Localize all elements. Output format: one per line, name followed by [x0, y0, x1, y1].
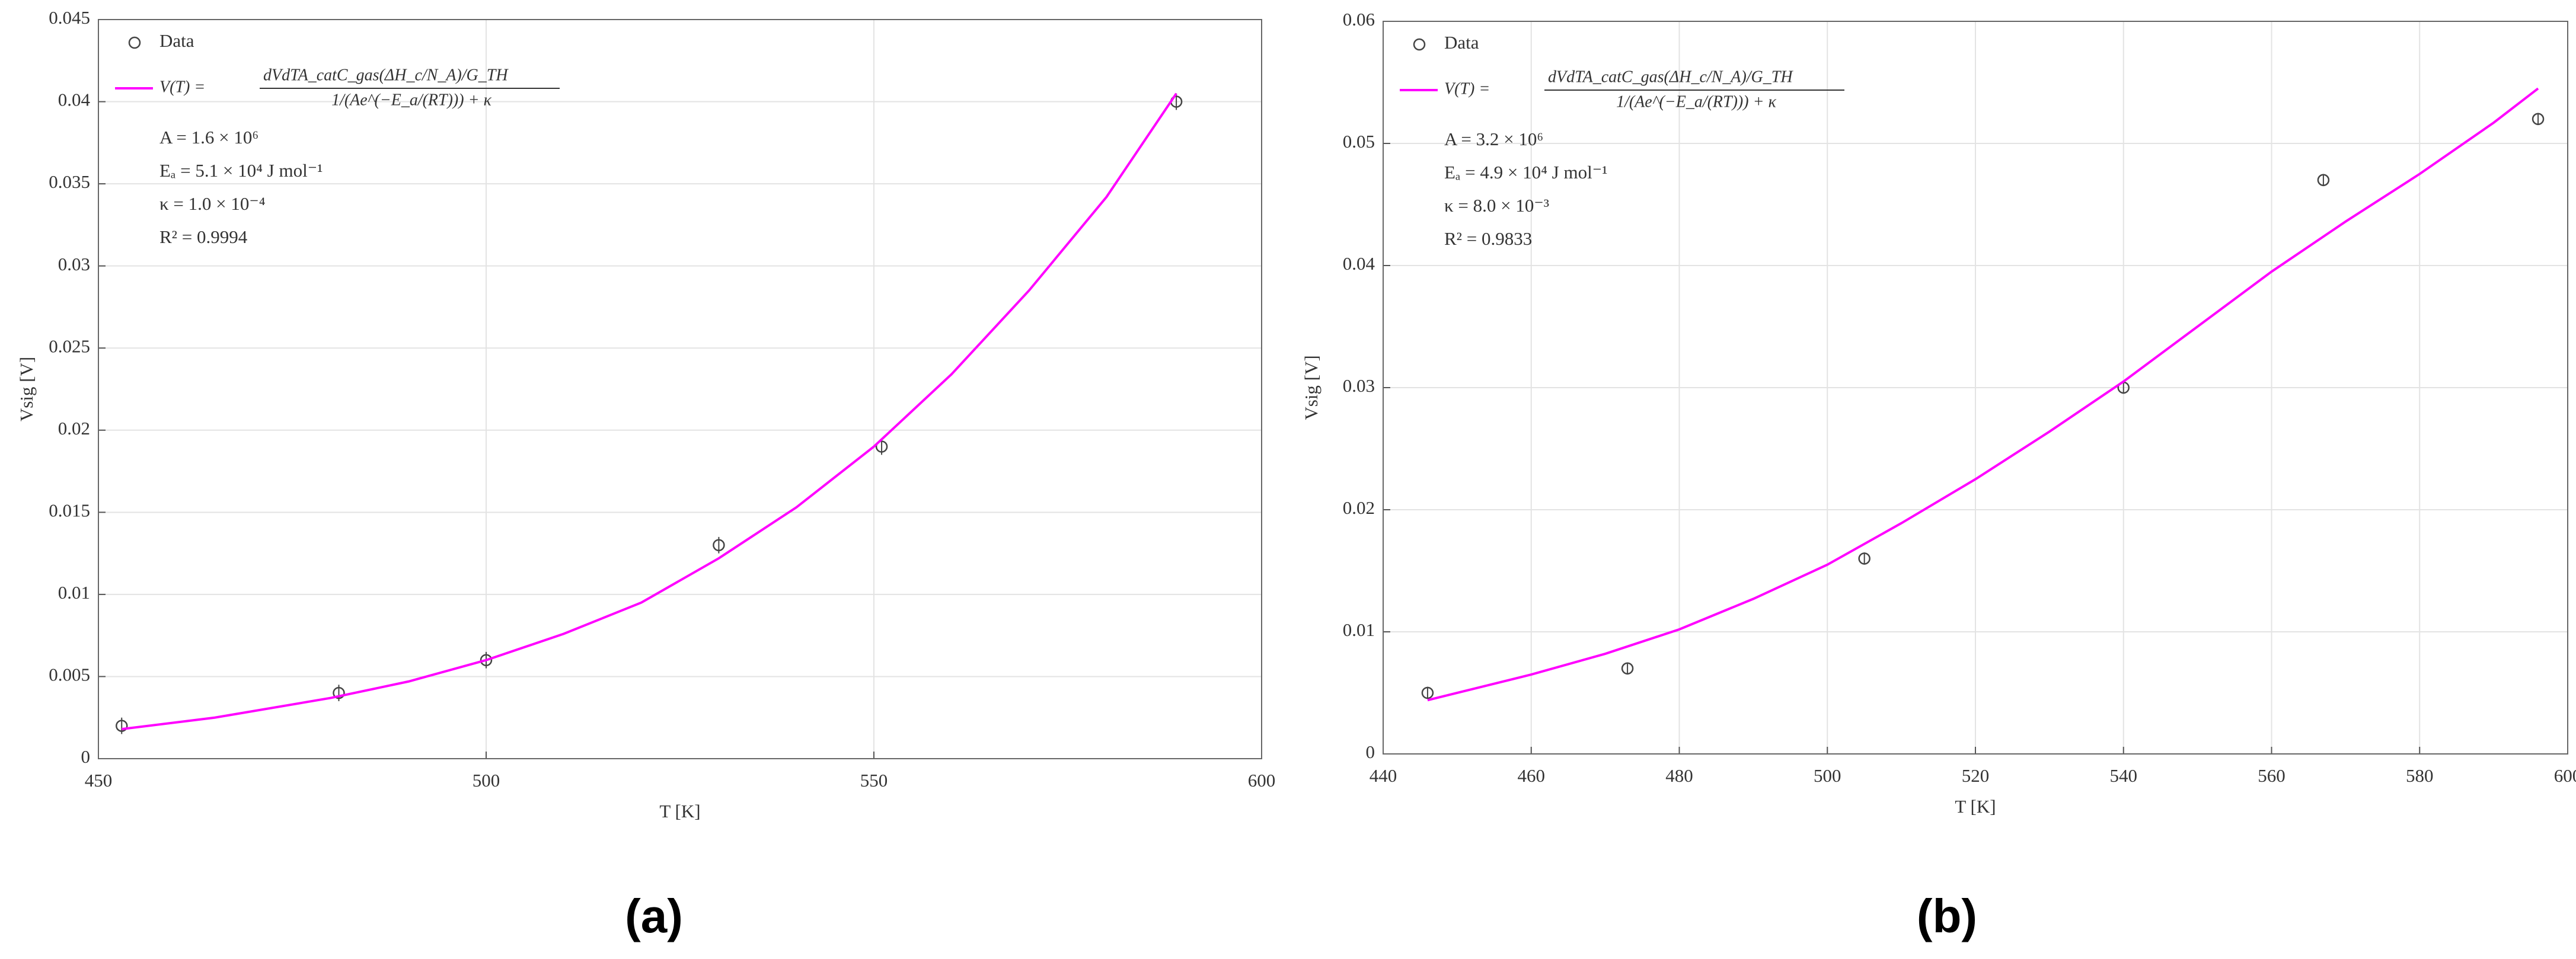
data-point	[480, 654, 493, 666]
legend-label: Data	[159, 30, 194, 51]
legend-label: V(T) =	[159, 78, 205, 96]
annotation: R² = 0.9833	[1444, 228, 1532, 249]
x-tick-label: 440	[1370, 765, 1397, 786]
y-tick-label: 0.03	[1343, 375, 1375, 396]
x-tick-label: 500	[1814, 765, 1841, 786]
x-tick-label: 560	[2258, 765, 2285, 786]
legend-label: Data	[1444, 32, 1479, 53]
y-tick-label: 0.005	[49, 664, 90, 685]
x-axis-label: T [K]	[1955, 796, 1996, 817]
annotation: R² = 0.9994	[159, 226, 248, 247]
data-point	[1858, 552, 1870, 565]
equation-denominator: 1/(Ae^(−E_a/(RT))) + κ	[1616, 92, 1776, 111]
legend-label: V(T) =	[1444, 79, 1490, 98]
y-tick-label: 0.025	[49, 335, 90, 356]
y-tick-label: 0.03	[58, 254, 90, 274]
panel-label: (b)	[1917, 890, 1977, 942]
x-tick-label: 600	[1248, 770, 1276, 791]
y-tick-label: 0.02	[58, 418, 90, 439]
x-tick-label: 500	[473, 770, 500, 791]
data-point	[115, 720, 128, 732]
legend-swatch	[128, 36, 141, 49]
y-axis-label: Vsig [V]	[16, 357, 37, 421]
x-tick-label: 580	[2406, 765, 2434, 786]
y-tick-label: 0	[1366, 741, 1375, 762]
annotation: κ = 1.0 × 10⁻⁴	[159, 193, 266, 214]
equation-numerator: dVdTA_catC_gas(ΔH_c/N_A)/G_TH	[263, 66, 509, 84]
x-tick-label: 540	[2110, 765, 2138, 786]
y-tick-label: 0.01	[58, 582, 90, 603]
y-axis-label: Vsig [V]	[1301, 355, 1321, 420]
axes-frame	[1383, 21, 2568, 755]
legend-swatch	[1413, 38, 1426, 51]
plot-area	[98, 20, 1262, 759]
fit-line	[1427, 87, 2539, 702]
x-tick-label: 520	[1962, 765, 1990, 786]
data-point	[713, 539, 725, 552]
data-point	[2317, 174, 2330, 187]
x-axis-label: T [K]	[659, 801, 700, 821]
x-tick-label: 480	[1665, 765, 1693, 786]
annotation: Eₐ = 5.1 × 10⁴ J mol⁻¹	[159, 160, 323, 181]
y-tick-label: 0.04	[1343, 253, 1375, 274]
x-tick-label: 550	[860, 770, 888, 791]
fit-line	[121, 92, 1177, 731]
x-tick-label: 600	[2554, 765, 2576, 786]
x-tick-label: 450	[85, 770, 113, 791]
data-point	[875, 440, 888, 453]
annotation: Eₐ = 4.9 × 10⁴ J mol⁻¹	[1444, 162, 1607, 183]
y-tick-label: 0.06	[1343, 9, 1375, 30]
data-point	[333, 686, 345, 699]
y-tick-label: 0.04	[58, 89, 91, 110]
axes-frame	[98, 19, 1262, 759]
y-tick-label: 0.035	[49, 171, 90, 192]
equation-numerator: dVdTA_catC_gas(ΔH_c/N_A)/G_TH	[1548, 68, 1793, 86]
data-point	[1421, 686, 1434, 699]
equation-denominator: 1/(Ae^(−E_a/(RT))) + κ	[331, 91, 491, 109]
data-point	[1621, 662, 1634, 675]
y-tick-label: 0	[81, 746, 91, 767]
panel-label: (a)	[625, 890, 683, 942]
y-tick-label: 0.05	[1343, 131, 1375, 152]
y-tick-label: 0.045	[49, 7, 90, 28]
y-tick-label: 0.02	[1343, 497, 1375, 518]
annotation: A = 1.6 × 10⁶	[159, 127, 258, 148]
y-tick-label: 0.01	[1343, 619, 1375, 640]
y-tick-label: 0.015	[49, 500, 90, 520]
data-point	[2532, 113, 2545, 126]
x-tick-label: 460	[1518, 765, 1546, 786]
annotation: A = 3.2 × 10⁶	[1444, 129, 1543, 149]
annotation: κ = 8.0 × 10⁻³	[1444, 195, 1549, 216]
